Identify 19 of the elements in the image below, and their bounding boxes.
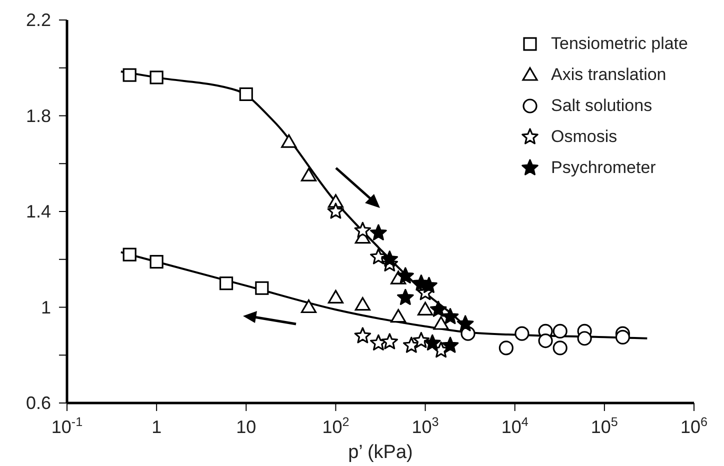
y-tick-label: 2.2 — [26, 10, 51, 30]
x-tick-label: 10$^{4}$ — [501, 415, 528, 437]
x-tick-label: 10$^{3}$ — [412, 415, 439, 437]
x-tick-label: 10$^{6}$ — [680, 415, 708, 437]
legend-label: Axis translation — [550, 64, 666, 84]
legend-label: Osmosis — [550, 126, 618, 146]
x-tick-label: 10$^{2}$ — [322, 415, 350, 437]
y-tick-label: 1 — [40, 297, 51, 318]
legend-label: Tensiometric plate — [550, 34, 688, 54]
y-tick-label: 1.4 — [26, 202, 51, 222]
legend-label: Salt solutions — [550, 96, 652, 116]
y-tick-label: 1.8 — [26, 106, 51, 126]
x-axis-title: p’ (kPa) — [348, 442, 413, 463]
x-tick-label: 10$^{5}$ — [590, 415, 618, 437]
x-tick-label: 10$^{-1}$ — [51, 415, 83, 437]
x-tick-label: 1 — [152, 417, 162, 437]
legend-label: Psychrometer — [550, 158, 656, 178]
y-tick-label: 0.6 — [26, 393, 51, 413]
x-tick-label: 10 — [236, 417, 256, 437]
